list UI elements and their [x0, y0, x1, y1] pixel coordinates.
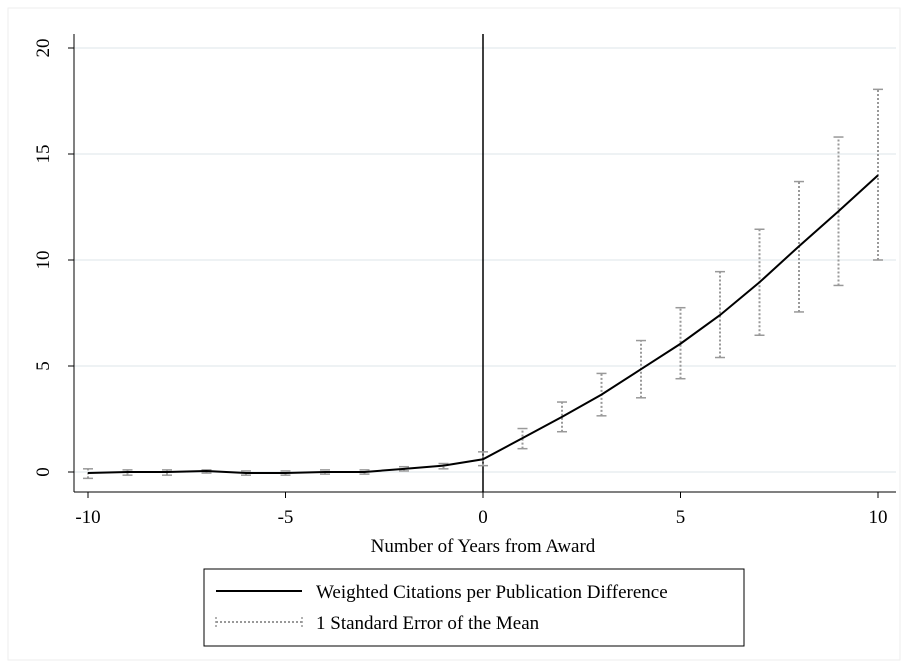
- x-tick-label: -5: [278, 507, 294, 528]
- error-bar: [320, 469, 330, 475]
- chart-outer-border: [7, 7, 901, 661]
- y-tick-label: 15: [33, 145, 54, 164]
- error-bar: [517, 427, 528, 450]
- error-bar: [873, 88, 883, 261]
- error-bar: [162, 469, 172, 476]
- y-tick-label: 10: [33, 251, 54, 270]
- legend-swatch-dotted: [215, 617, 303, 627]
- legend-label-se: 1 Standard Error of the Mean: [316, 613, 540, 634]
- y-tick-label: 5: [33, 361, 54, 371]
- error-bar: [438, 462, 449, 470]
- y-tick-label: 20: [33, 39, 54, 58]
- y-ticks: 0 5 10 15 20: [33, 39, 74, 477]
- x-tick-label: 10: [869, 507, 888, 528]
- main-series: [87, 174, 879, 475]
- x-axis-title: Number of Years from Award: [371, 536, 596, 557]
- error-bar: [399, 465, 409, 472]
- error-bar: [715, 270, 725, 359]
- x-tick-label: 5: [676, 507, 686, 528]
- x-tick-label: 0: [478, 507, 488, 528]
- axes: [73, 34, 896, 493]
- error-bar: [359, 469, 370, 475]
- error-bar: [83, 468, 93, 480]
- error-bar: [122, 469, 133, 476]
- error-bar: [241, 470, 251, 476]
- error-bar: [280, 470, 291, 476]
- error-bar: [675, 306, 686, 380]
- legend-label-main: Weighted Citations per Publication Diffe…: [316, 582, 668, 603]
- error-bar: [833, 136, 844, 287]
- x-ticks: -10 -5 0 5 10: [75, 492, 888, 528]
- x-tick-label: -10: [75, 507, 100, 528]
- grid-lines: [74, 47, 896, 473]
- error-bar: [557, 401, 567, 433]
- legend: Weighted Citations per Publication Diffe…: [203, 568, 745, 647]
- y-tick-label: 0: [33, 467, 54, 477]
- error-bar: [478, 451, 488, 467]
- legend-box: [203, 568, 745, 647]
- series-line-weighted-citations: [87, 174, 879, 475]
